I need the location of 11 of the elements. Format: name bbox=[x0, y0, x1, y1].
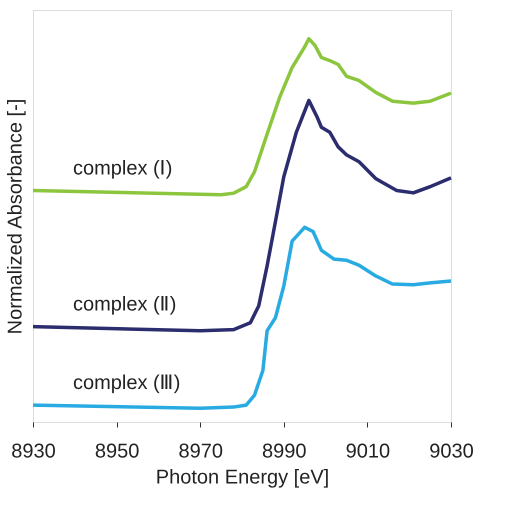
series-label: complex (Ⅲ) bbox=[73, 372, 180, 394]
x-tick-label: 9030 bbox=[429, 440, 474, 462]
y-axis-title: Normalized Absorbance [-] bbox=[4, 98, 26, 334]
series-label: complex (Ⅰ) bbox=[73, 158, 172, 180]
x-axis-title: Photon Energy [eV] bbox=[156, 466, 330, 488]
x-tick-label: 8990 bbox=[262, 440, 307, 462]
x-tick-label: 9010 bbox=[346, 440, 390, 462]
x-tick-label: 8930 bbox=[11, 440, 56, 462]
x-tick-label: 8950 bbox=[94, 440, 140, 462]
x-tick-label: 8970 bbox=[178, 440, 223, 462]
series-label: complex (Ⅱ) bbox=[73, 294, 176, 316]
